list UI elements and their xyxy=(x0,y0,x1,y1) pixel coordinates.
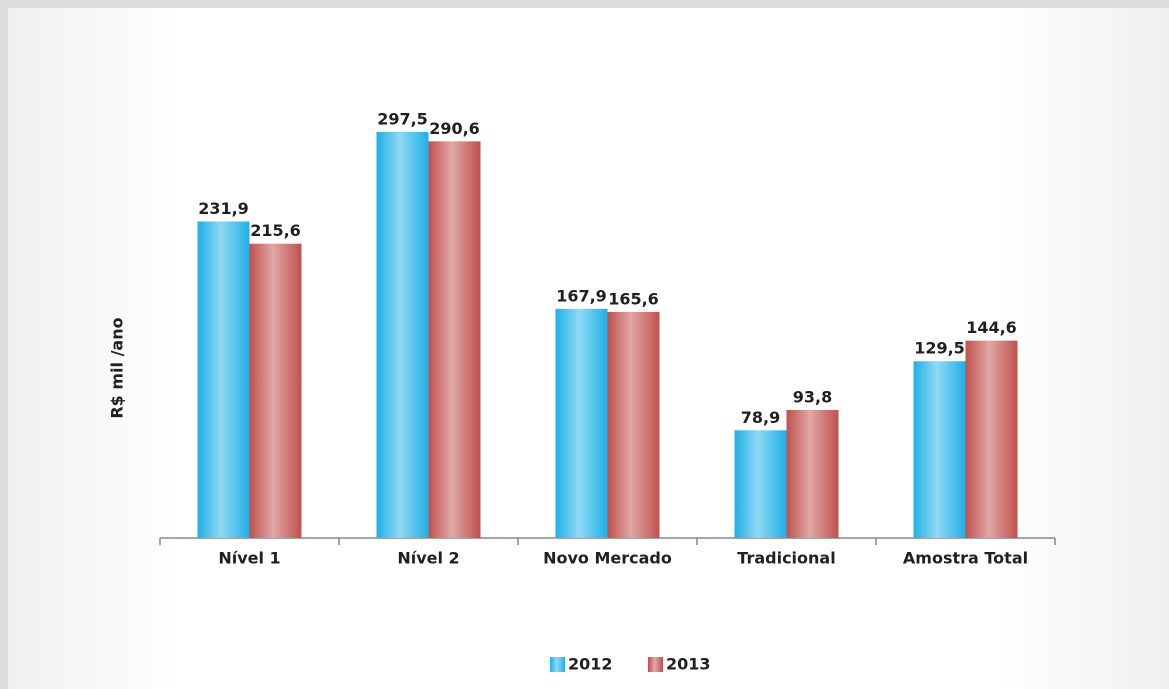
data-label: 297,5 xyxy=(377,109,428,128)
bar xyxy=(376,131,429,538)
bar xyxy=(965,340,1018,538)
data-label: 290,6 xyxy=(429,119,480,138)
bar xyxy=(249,243,302,538)
bar xyxy=(197,221,250,539)
data-label: 93,8 xyxy=(793,387,832,406)
data-label: 129,5 xyxy=(914,339,965,358)
data-label: 215,6 xyxy=(250,221,301,240)
bar xyxy=(607,311,660,538)
bar xyxy=(913,361,966,538)
x-tick-label: Novo Mercado xyxy=(543,549,672,568)
bar xyxy=(428,141,481,538)
legend-swatch xyxy=(648,657,663,672)
x-tick-label: Amostra Total xyxy=(903,549,1028,568)
x-tick-label: Nível 2 xyxy=(397,549,459,568)
data-label: 78,9 xyxy=(741,408,780,427)
legend-swatch xyxy=(550,657,565,672)
data-label: 165,6 xyxy=(608,289,659,308)
legend-label: 2012 xyxy=(568,655,613,674)
y-axis-label: R$ mil /ano xyxy=(108,317,127,418)
x-tick-label: Tradicional xyxy=(737,549,835,568)
bar xyxy=(786,409,839,538)
data-label: 231,9 xyxy=(198,199,249,218)
data-label: 167,9 xyxy=(556,286,607,305)
bar xyxy=(555,308,608,538)
bar xyxy=(734,430,787,538)
legend-label: 2013 xyxy=(666,655,711,674)
x-tick-label: Nível 1 xyxy=(218,549,280,568)
data-label: 144,6 xyxy=(966,318,1017,337)
